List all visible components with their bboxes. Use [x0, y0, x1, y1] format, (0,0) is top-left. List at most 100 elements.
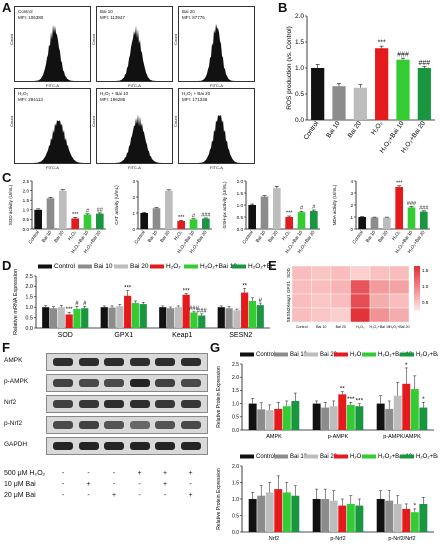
bar: [396, 59, 410, 120]
bar: [385, 408, 394, 430]
heatmap-col-label: Control: [296, 325, 308, 329]
heatmap-cell: [330, 293, 351, 309]
legend-label: H₂O₂+Bai 10: [200, 263, 237, 270]
legend-swatch: [38, 264, 52, 269]
blot-band: [155, 421, 175, 429]
bar: [274, 489, 283, 532]
heatmap-cell: [311, 293, 332, 309]
y-axis-title: MDA activity (U/mL): [332, 184, 337, 225]
bar: [108, 307, 116, 328]
blot-band: [78, 379, 99, 387]
bar: [265, 492, 274, 532]
treatment-sign: -: [138, 481, 141, 488]
flow-histogram-curve: [97, 25, 172, 81]
significance-label: *: [414, 503, 417, 510]
scale-segment: [414, 305, 420, 309]
mrna-chart: 0.00.51.01.52.02.5***# #SOD***GPX1***####…: [13, 263, 272, 339]
y-tick-label: 1.5: [25, 295, 33, 301]
heatmap-col-label: H₂O₂+Bai 20: [389, 325, 409, 329]
blot-band: [53, 379, 73, 387]
scale-segment: [414, 288, 420, 291]
flow-histogram-plot: [15, 24, 90, 81]
x-tick-label: Control: [303, 120, 321, 142]
bar: [124, 295, 132, 328]
bar: [329, 500, 338, 532]
flow-label: H₂O₂ + Bai 20 MFI: 171338: [182, 91, 210, 102]
blot-band: [155, 358, 175, 366]
y-tick-label: 2: [132, 195, 135, 200]
blot-row-label: p-AMPK: [4, 378, 29, 385]
bar: [83, 214, 92, 229]
significance-label: **: [242, 283, 247, 289]
y-tick-label: 1: [350, 215, 353, 220]
significance-label: ***: [347, 396, 355, 403]
bar: [329, 406, 338, 430]
flow-x-label: FITC-A: [210, 83, 223, 88]
western-blot-panel: AMPK p-AMPK Nrf2 p-Nrf2 GAPDH 500 μM H₂O₂ - - - +…: [4, 345, 209, 545]
flow-y-label: Count: [172, 34, 178, 45]
scale-segment: [414, 268, 420, 271]
heatmap-row-label: GPX1: [286, 281, 291, 294]
bar: [140, 213, 148, 229]
bar: [393, 503, 402, 532]
bar: [417, 68, 431, 120]
x-tick-label: Control: [351, 230, 364, 245]
scale-segment: [414, 307, 420, 311]
panel-letter-g: G: [210, 340, 221, 355]
blot-strip: [46, 374, 208, 392]
heatmap-cell: [311, 307, 332, 323]
flow-histogram-plot: [97, 25, 172, 81]
x-tick-label: p-Nrf2: [330, 536, 345, 542]
significance-label: *: [422, 396, 425, 403]
scale-segment: [414, 277, 420, 280]
flow-mfi-label: MFI: 113947: [100, 14, 125, 20]
legend-label: H₂O₂+Bai 20: [416, 454, 438, 460]
flow-histogram-plot: [179, 23, 254, 81]
treatment-sign: -: [87, 492, 90, 499]
bar: [174, 307, 182, 328]
bar: [81, 308, 89, 328]
bar: [116, 306, 124, 328]
y-tick-label: 3: [350, 191, 353, 196]
flow-group-label: H₂O₂ + Bai 20: [182, 91, 211, 96]
bar: [291, 400, 300, 430]
flow-histogram: Bai 10 MFI: 113947 FITC-A Count: [91, 6, 173, 88]
bar: [291, 495, 300, 532]
significance-label: *: [405, 362, 408, 369]
bar: [358, 217, 366, 229]
blot-band: [180, 442, 201, 450]
scale-label: 0.5: [422, 300, 429, 305]
flow-mfi-label: MFI: 284113: [18, 96, 43, 102]
legend-label: H₂O₂: [166, 263, 181, 270]
flow-histogram-curve: [15, 24, 90, 81]
bar: [274, 408, 283, 430]
y-tick-label: 1.0: [23, 208, 30, 213]
y-tick-label: 1.0: [25, 305, 33, 311]
significance-label: ***: [356, 397, 364, 404]
y-tick-label: 1.0: [232, 401, 239, 407]
y-tick-label: 0.5: [232, 415, 239, 421]
heatmap-cell: [311, 265, 332, 281]
legend-swatch: [362, 454, 376, 459]
panel-letter-f: F: [2, 340, 10, 355]
legend-label: H₂O₂+Bai 20: [248, 263, 272, 270]
legend-swatch: [304, 352, 318, 357]
bar: [355, 406, 364, 430]
blot-row-label: AMPK: [4, 357, 23, 364]
x-tick-label: Bai 10: [147, 229, 159, 243]
significance-label: ***: [396, 180, 403, 186]
x-tick-label: GPX1: [114, 332, 133, 339]
treatment-sign: +: [86, 481, 91, 488]
bar: [159, 307, 167, 328]
x-tick-label: Bai 10: [41, 229, 53, 243]
significance-label: **: [340, 386, 346, 393]
y-tick-label: 1.5: [295, 39, 304, 46]
y-tick-label: 2.0: [232, 375, 239, 381]
bar: [73, 308, 81, 328]
x-tick-label: Bai 20: [377, 229, 389, 243]
blot-band: [180, 358, 201, 366]
legend-label: Bai 10: [94, 263, 113, 270]
significance-label: #: [312, 205, 316, 211]
